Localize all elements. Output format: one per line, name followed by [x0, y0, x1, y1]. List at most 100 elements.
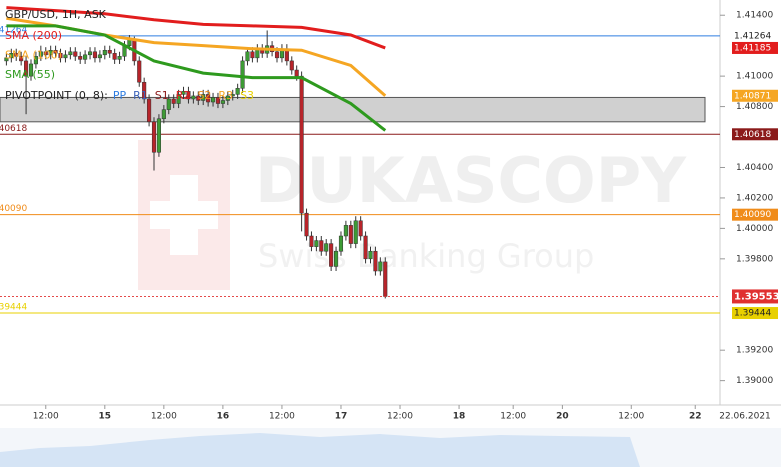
watermark-brand: DUKASCOPY	[255, 144, 687, 217]
x-tick-label: 15	[99, 412, 112, 422]
legend-pivot-level: R2	[176, 89, 191, 102]
pivot-left-label: 1.39444	[0, 303, 27, 313]
candle-body	[373, 250, 378, 272]
sma-line	[6, 24, 387, 132]
pivot-axis-label: 1.41264	[734, 31, 771, 41]
candle-body	[343, 225, 348, 237]
current-price-label: 1.39553	[734, 291, 780, 302]
sma-axis-box	[732, 41, 778, 54]
candle-body	[9, 53, 14, 59]
candle-body	[171, 98, 176, 104]
x-tick-label: 12:00	[500, 412, 526, 422]
candle-body	[24, 60, 29, 77]
candle-body	[73, 51, 78, 57]
legend-pivot-level: S3	[240, 89, 254, 102]
candle-body	[97, 54, 102, 59]
watermark-tagline: Swiss Banking Group	[258, 237, 594, 275]
candle-body	[235, 88, 240, 95]
x-tick-label: 22	[689, 412, 702, 422]
pivot-axis-box	[732, 29, 778, 42]
candle-body	[53, 49, 58, 54]
candle-body	[314, 240, 319, 247]
candle-body	[147, 98, 152, 123]
date-label: 22.06.2021	[719, 412, 771, 422]
candle-body	[102, 49, 107, 56]
pivot-axis-box	[732, 208, 778, 221]
candle-body	[201, 94, 206, 101]
sma-axis-label: 1.41185	[734, 43, 771, 53]
candle-body	[358, 220, 363, 237]
candle-body	[28, 63, 34, 77]
candle-body	[137, 60, 142, 83]
y-tick-label: 1.40000	[736, 224, 773, 234]
candle-body	[250, 51, 255, 59]
candle-body	[338, 235, 344, 252]
candle-body	[225, 95, 230, 101]
candle-body	[181, 91, 186, 95]
candle-body	[14, 53, 19, 57]
pivot-left-label: 1.41264	[0, 25, 27, 35]
pivot-zone	[0, 96, 706, 123]
legend-pivot-level: PP	[113, 89, 127, 102]
y-tick-label: 1.41400	[736, 11, 773, 21]
sma-axis-label: 1.40871	[734, 91, 771, 101]
candle-body	[43, 51, 48, 56]
legend-pivot-level: R3	[218, 89, 233, 102]
legend-entry: SMA (100)	[5, 49, 62, 62]
candle-body	[191, 95, 196, 100]
candle-body	[383, 261, 388, 297]
candle-body	[334, 250, 339, 267]
y-tick-label: 1.39000	[736, 376, 773, 386]
candle-body	[299, 75, 304, 214]
candle-body	[166, 98, 171, 110]
x-tick-label: 17	[335, 412, 348, 422]
candle-body	[142, 81, 147, 100]
watermark: DUKASCOPY Swiss Banking Group	[138, 140, 687, 290]
x-tick-label: 20	[556, 412, 569, 422]
candle-body	[83, 54, 88, 60]
legend-title: GBP/USD, 1H, ASK	[5, 8, 107, 21]
candle-body	[329, 243, 334, 267]
candle-body	[230, 94, 235, 97]
candle-body	[176, 94, 181, 104]
x-tick-label: 12:00	[33, 412, 59, 422]
sma-line	[6, 6, 386, 50]
candle-body	[240, 60, 245, 89]
candle-body	[48, 49, 53, 56]
y-tick-label: 1.40200	[736, 193, 773, 203]
current-price-box	[732, 289, 778, 304]
candle-body	[4, 57, 9, 62]
candle-body	[19, 56, 24, 62]
candle-body	[294, 69, 299, 77]
candle-body	[215, 97, 221, 104]
y-tick-label: 1.39200	[736, 346, 773, 356]
y-tick-label: 1.40800	[736, 102, 773, 112]
candle-body	[58, 53, 63, 59]
legend-entry: SMA (55)	[5, 68, 55, 81]
candle-body	[304, 212, 309, 237]
y-tick-label: 1.40400	[736, 163, 773, 173]
candle-body	[78, 56, 83, 60]
candle-body	[117, 56, 122, 60]
legend-pivot-level: R1	[133, 89, 148, 102]
candle-body	[107, 49, 112, 54]
candle-body	[245, 51, 250, 62]
candle-body	[363, 235, 368, 260]
candle-body	[92, 51, 98, 59]
x-tick-label: 18	[453, 412, 466, 422]
candle-body	[206, 94, 211, 103]
pivot-left-label: 1.40618	[0, 124, 27, 134]
candle-body	[220, 100, 225, 104]
candle-body	[319, 240, 324, 252]
sma-axis-box	[732, 89, 778, 102]
candle-body	[156, 118, 161, 153]
candle-body	[324, 243, 329, 252]
candle-body	[353, 220, 358, 244]
candle-body	[161, 109, 166, 120]
candle-body	[186, 91, 191, 100]
candle-body	[63, 54, 68, 59]
pivot-axis-label: 1.40618	[734, 130, 771, 140]
x-tick-label: 12:00	[151, 412, 177, 422]
